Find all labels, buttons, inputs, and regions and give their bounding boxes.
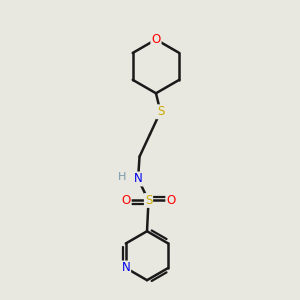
Text: S: S [157, 105, 164, 118]
Text: N: N [122, 262, 130, 275]
Text: O: O [122, 194, 131, 207]
Text: H: H [118, 172, 127, 182]
Text: S: S [145, 194, 152, 207]
Text: N: N [134, 172, 142, 185]
Text: O: O [166, 194, 176, 207]
Text: O: O [151, 33, 160, 46]
